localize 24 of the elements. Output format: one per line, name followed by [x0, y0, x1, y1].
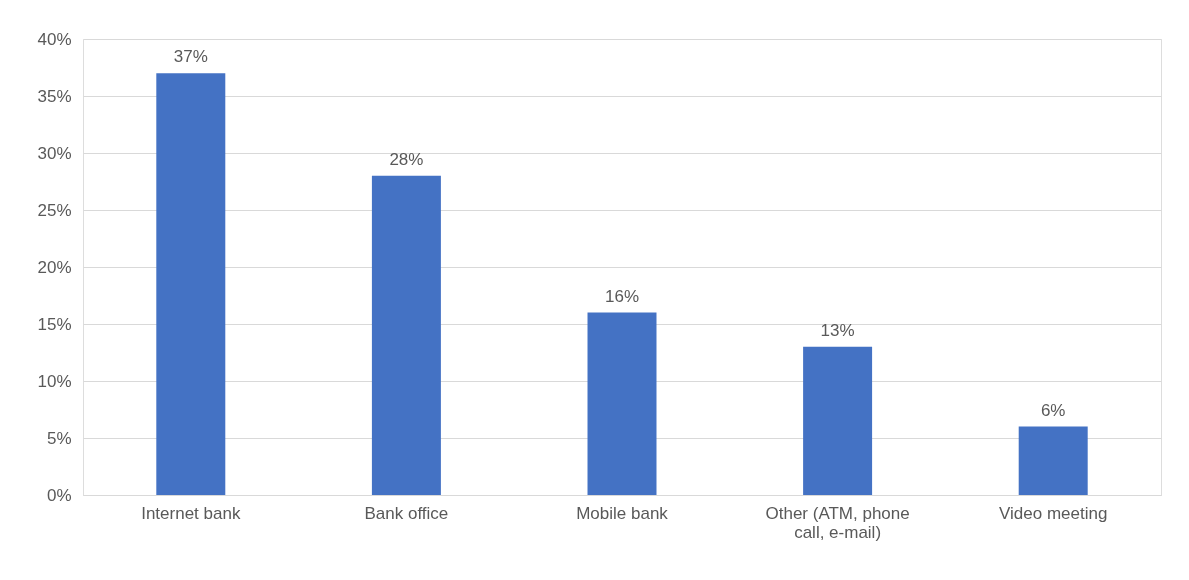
- x-tick-label: Bank office: [364, 503, 449, 523]
- data-label: 16%: [604, 286, 640, 306]
- y-tick-label: 25%: [37, 200, 72, 220]
- y-tick-label: 5%: [46, 428, 72, 448]
- data-label: 6%: [1040, 400, 1066, 420]
- y-tick-label: 40%: [37, 29, 72, 49]
- bar: [156, 73, 226, 495]
- bar: [1018, 426, 1088, 495]
- data-label: 13%: [820, 320, 855, 340]
- y-tick-label: 0%: [46, 485, 72, 505]
- y-tick-label: 35%: [37, 86, 72, 106]
- data-label: 37%: [173, 47, 208, 67]
- bar: [371, 175, 441, 495]
- y-tick-label: 10%: [37, 371, 72, 391]
- x-tick-label: Mobile bank: [576, 503, 669, 523]
- x-tick-label: Video meeting: [999, 503, 1108, 523]
- bar: [803, 346, 873, 495]
- y-tick-label: 15%: [37, 314, 72, 334]
- x-tick-label: Internet bank: [141, 503, 241, 523]
- data-label: 28%: [389, 149, 424, 169]
- y-tick-label: 30%: [37, 143, 72, 163]
- bar: [587, 312, 657, 495]
- x-tick-label: Other (ATM, phone call, e-mail): [765, 503, 910, 542]
- y-tick-label: 20%: [37, 257, 72, 277]
